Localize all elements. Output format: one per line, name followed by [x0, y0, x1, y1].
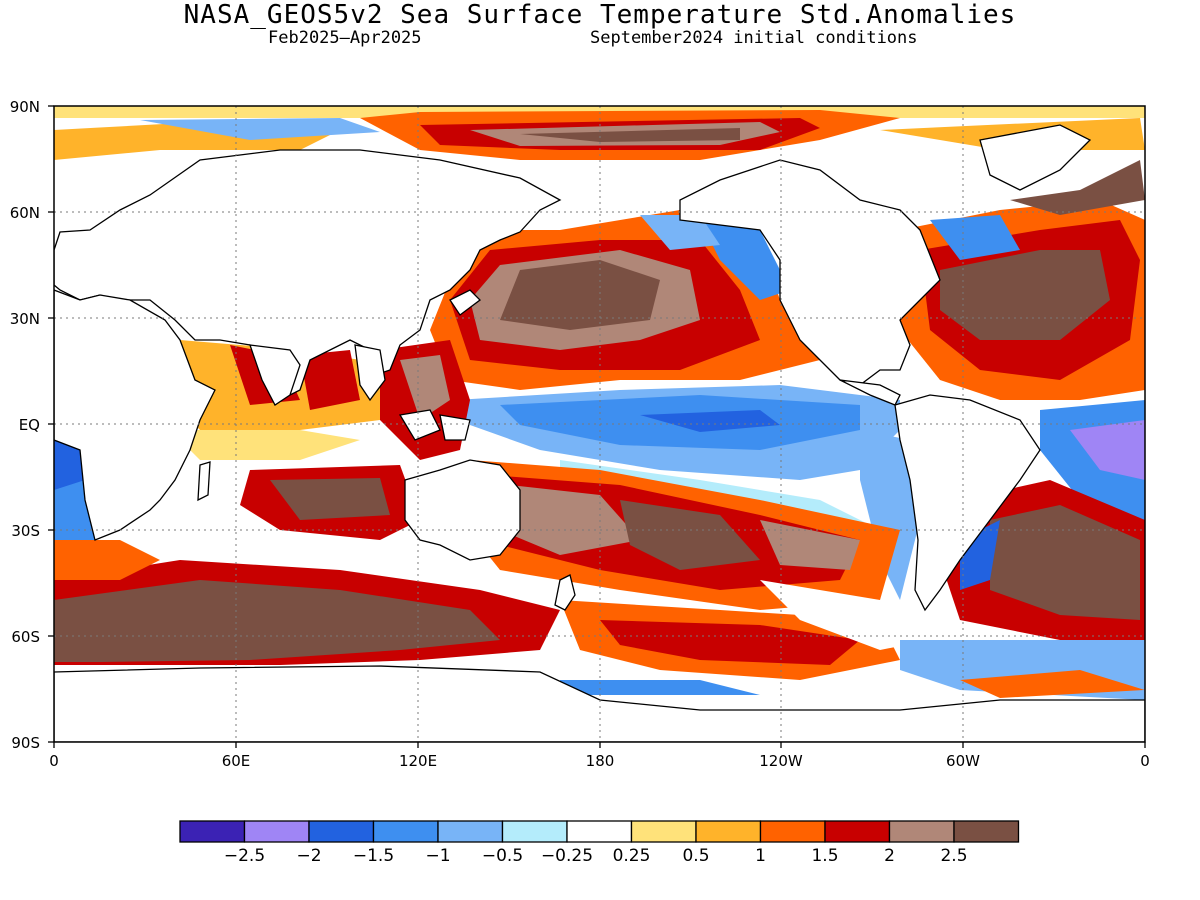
color-legend-tick-label: 0.25 [613, 846, 651, 866]
color-legend-swatch [308, 820, 375, 843]
longitude-labels: 0 60E 120E 180 120W 60W 0 [49, 752, 1150, 770]
color-legend-tick-label: −0.25 [541, 846, 593, 866]
lon-label: 120E [399, 752, 437, 770]
color-legend-swatch [824, 820, 891, 843]
lon-label: 120W [759, 752, 803, 770]
lon-label: 60E [222, 752, 251, 770]
color-legend-tick-label: −2.5 [224, 846, 265, 866]
lat-label: 30N [10, 310, 40, 328]
color-legend-tick-label: −0.5 [482, 846, 523, 866]
lat-label: 60S [11, 628, 40, 646]
color-legend-swatch [372, 820, 439, 843]
color-legend-swatch [566, 820, 633, 843]
color-legend-tick-label: 2.5 [940, 846, 967, 866]
color-legend-tick-label: −1 [425, 846, 450, 866]
color-legend-swatch [759, 820, 826, 843]
lon-label: 0 [49, 752, 59, 770]
forecast-period: Feb2025–Apr2025 [268, 28, 422, 48]
map-title: NASA_GEOS5v2 Sea Surface Temperature Std… [183, 0, 1017, 30]
initial-conditions: September2024 initial conditions [590, 28, 918, 48]
axis-ticks [48, 105, 1146, 748]
color-legend-tick-label: 0.5 [682, 846, 709, 866]
color-legend-swatch [501, 820, 568, 843]
color-legend-tick-label: −2 [296, 846, 321, 866]
map-gridlines [54, 106, 1145, 742]
lat-label: 60N [10, 204, 40, 222]
color-legend-tick-label: 1.5 [811, 846, 838, 866]
color-legend-swatch [243, 820, 310, 843]
lat-label: 90S [11, 734, 40, 752]
color-legend-swatch [888, 820, 955, 843]
lat-label: 90N [10, 98, 40, 116]
color-legend-swatch [630, 820, 697, 843]
lat-label: EQ [19, 416, 40, 434]
map-plot-area [54, 106, 1145, 742]
color-legend-tick-label: 1 [755, 846, 766, 866]
land-masses [54, 124, 1145, 742]
lon-label: 180 [586, 752, 615, 770]
color-legend-swatch [953, 820, 1020, 843]
color-legend-swatch [695, 820, 762, 843]
lon-label: 0 [1140, 752, 1150, 770]
color-legend-swatch [179, 820, 246, 843]
color-legend-swatch [437, 820, 504, 843]
color-legend: −2.5 −2 −1.5 −1 −0.5 −0.25 0.25 0.5 1 1.5 2 2.5 [179, 820, 1020, 866]
lat-label: 30S [11, 522, 40, 540]
color-legend-tick-label: −1.5 [353, 846, 394, 866]
color-legend-tick-label: 2 [884, 846, 895, 866]
latitude-labels: 90N 60N 30N EQ 30S 60S 90S [10, 98, 40, 752]
lon-label: 60W [946, 752, 980, 770]
